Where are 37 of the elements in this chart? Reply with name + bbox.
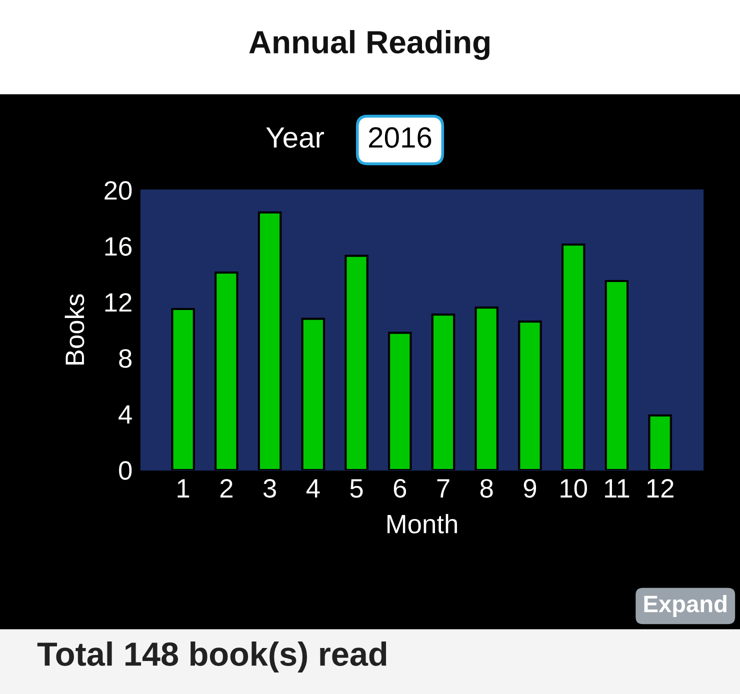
bar	[258, 211, 282, 470]
bar	[214, 272, 238, 470]
bar	[431, 314, 456, 470]
text: Year	[266, 127, 324, 148]
x-tick-label: 10	[560, 479, 587, 498]
x-tick-label: 9	[524, 479, 536, 498]
y-tick-label: 8	[119, 349, 132, 368]
x-tick-label: 2	[220, 479, 232, 498]
text: 2016	[369, 127, 432, 148]
x-tick-label: 4	[306, 479, 320, 498]
x-axis-title: Month	[387, 514, 457, 534]
chart-title: Annual Reading	[249, 30, 490, 60]
bar	[604, 280, 629, 470]
y-tick-label: 16	[105, 237, 132, 256]
bar	[648, 414, 672, 470]
y-axis-title: Books	[64, 294, 84, 365]
y-tick-label: 4	[118, 405, 132, 424]
x-tick-label: 5	[350, 479, 363, 498]
y-tick-label: 20	[104, 181, 132, 200]
x-tick-label: 7	[437, 479, 450, 498]
x-tick-label: 11	[605, 479, 630, 498]
x-tick-label: 6	[394, 479, 406, 498]
text: Expand	[644, 594, 726, 618]
bar	[474, 306, 498, 470]
bar	[171, 308, 195, 470]
x-tick-label: 1	[178, 479, 190, 498]
bar	[561, 244, 586, 470]
x-tick-label: 12	[647, 479, 674, 498]
x-tick-label: 3	[263, 479, 276, 498]
y-tick-label: 12	[105, 293, 132, 312]
bar	[518, 320, 542, 470]
y-tick-label: 0	[119, 461, 132, 480]
bar	[301, 318, 326, 470]
text: Total 148 book(s) read	[37, 641, 386, 673]
bar	[388, 332, 412, 470]
x-tick-label: 8	[480, 479, 493, 498]
bar	[344, 254, 368, 470]
